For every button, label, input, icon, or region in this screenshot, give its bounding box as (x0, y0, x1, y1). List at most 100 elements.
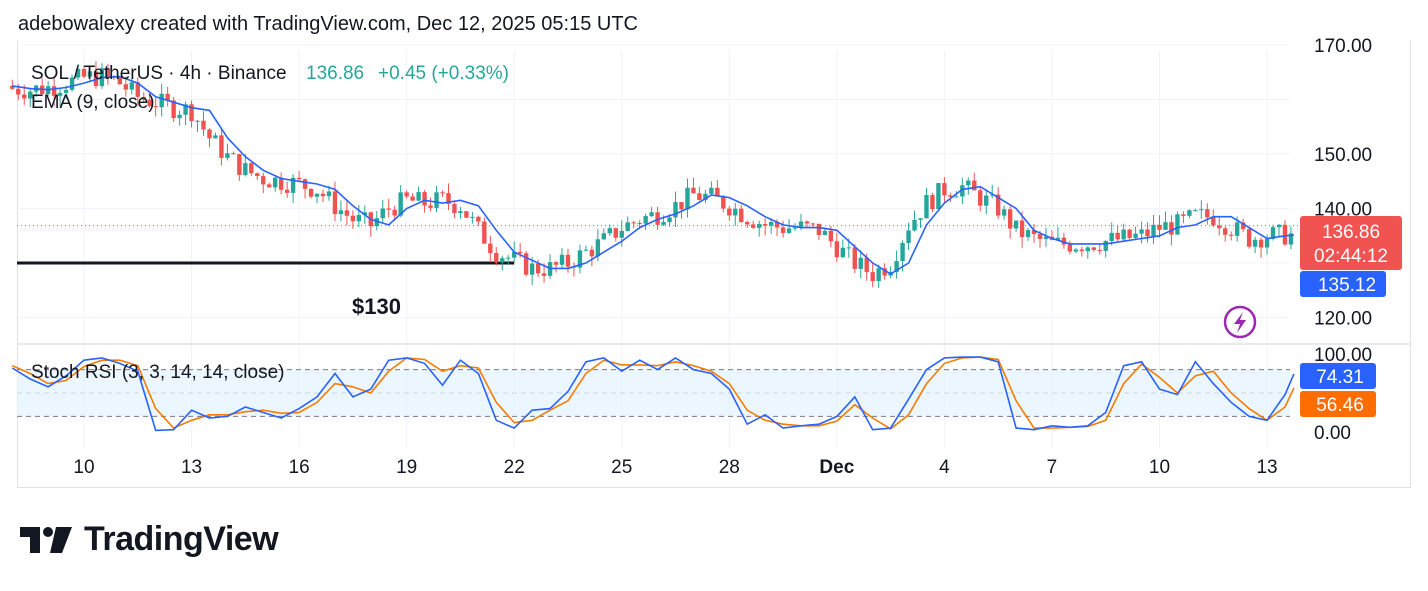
candle-body (637, 222, 642, 224)
candle-body (1181, 214, 1186, 216)
candle-body (852, 247, 857, 269)
candle-body (129, 82, 134, 90)
price-axis[interactable]: 120.00 140.00 150.00 170.00 (1314, 36, 1372, 330)
candle-body (523, 253, 529, 275)
candle-body (500, 258, 505, 263)
candle-body (715, 187, 720, 197)
candle-body (1067, 244, 1073, 252)
candle-body (595, 239, 601, 257)
candle-body (990, 194, 995, 196)
candle-body (751, 224, 756, 228)
candle-body (267, 184, 272, 188)
candle-body (535, 263, 541, 274)
candle-body (553, 262, 559, 265)
candle-body (559, 254, 565, 265)
candle-body (1007, 209, 1013, 229)
candle-body (1103, 240, 1108, 251)
stoch-k-badge (1300, 363, 1376, 389)
candle-body (314, 193, 320, 197)
candle-body (464, 211, 469, 218)
candle-body (261, 176, 266, 185)
last-price-badge-value: 136.86 (1322, 222, 1380, 243)
time-tick-label: 4 (939, 457, 950, 478)
candle-body (1061, 237, 1067, 245)
candle-body (517, 251, 523, 254)
price-tick-label: 150.00 (1314, 145, 1372, 166)
candle-body (273, 177, 278, 188)
candle-body (326, 191, 332, 197)
candle-body (864, 257, 869, 273)
candle-body (1223, 228, 1228, 235)
candle-body (57, 92, 63, 96)
candle-body (906, 230, 911, 244)
tradingview-logo[interactable]: TradingView (20, 520, 279, 559)
candle-body (1187, 210, 1192, 216)
candle-body (308, 188, 314, 197)
candle-body (207, 129, 212, 139)
candle-body (1151, 224, 1156, 237)
candle-body (81, 68, 87, 77)
ema-legend[interactable]: EMA (9, close) (31, 92, 155, 113)
stoch-axis[interactable]: 0.00 100.00 (1314, 345, 1372, 444)
chart-attribution: adebowalexy created with TradingView.com… (18, 13, 638, 35)
candle-body (1234, 222, 1240, 236)
candle-body (1175, 214, 1180, 235)
candle-body (810, 223, 816, 225)
candle-body (398, 192, 403, 216)
candle-body (930, 195, 935, 210)
candle-body (476, 216, 481, 222)
candle-body (171, 100, 176, 119)
candle-body (1127, 229, 1132, 238)
candle-body (320, 193, 326, 197)
candle-body (1145, 229, 1150, 237)
candle-body (386, 208, 391, 210)
candle-body (296, 177, 302, 180)
stoch-band (17, 369, 1290, 417)
candle-body (440, 192, 445, 194)
price-tick-label: 170.00 (1314, 36, 1372, 57)
candle-body (1199, 209, 1204, 211)
candle-body (679, 202, 684, 210)
candle-body (942, 183, 947, 196)
stoch-legend[interactable]: Stoch RSI (3, 3, 14, 14, close) (31, 362, 284, 383)
candle-body (954, 196, 959, 198)
symbol-label[interactable]: SOL / TetherUS · 4h · Binance (31, 63, 287, 84)
candle-body (727, 208, 732, 216)
candle-body (16, 88, 21, 95)
candle-body (1079, 249, 1085, 252)
time-tick-label: 13 (181, 457, 202, 478)
candle-body (912, 219, 917, 231)
candle-body (583, 249, 589, 251)
candle-body (816, 223, 822, 236)
candle-body (302, 179, 308, 189)
candle-body (1229, 234, 1234, 236)
candle-body (416, 192, 421, 201)
candle-body (995, 194, 1001, 216)
candle-body (1217, 225, 1222, 229)
candle-body (22, 94, 27, 99)
candle-body (470, 216, 475, 218)
candle-body (703, 193, 708, 200)
candle-body (541, 273, 547, 276)
candle-body (392, 209, 397, 216)
candle-body (960, 185, 965, 197)
candle-body (529, 263, 535, 275)
candle-body (278, 177, 284, 190)
candle-body (1169, 222, 1174, 235)
stoch-k-badge-text: 74.31 (1316, 367, 1364, 388)
candle-body (1031, 230, 1037, 235)
candle-body (290, 177, 296, 193)
candle-body (69, 77, 75, 90)
candle-body (894, 261, 899, 272)
time-axis[interactable]: 10 13 16 19 22 25 28 Dec 4 7 10 13 (73, 457, 1277, 478)
candle-body (165, 93, 170, 101)
candle-body (780, 227, 786, 233)
candle-body (380, 208, 385, 219)
candle-body (1270, 227, 1276, 239)
candle-body (117, 77, 123, 85)
candle-body (231, 153, 236, 155)
candle-body (619, 230, 624, 238)
candle-body (1085, 247, 1090, 252)
lightning-icon[interactable] (1223, 305, 1257, 339)
